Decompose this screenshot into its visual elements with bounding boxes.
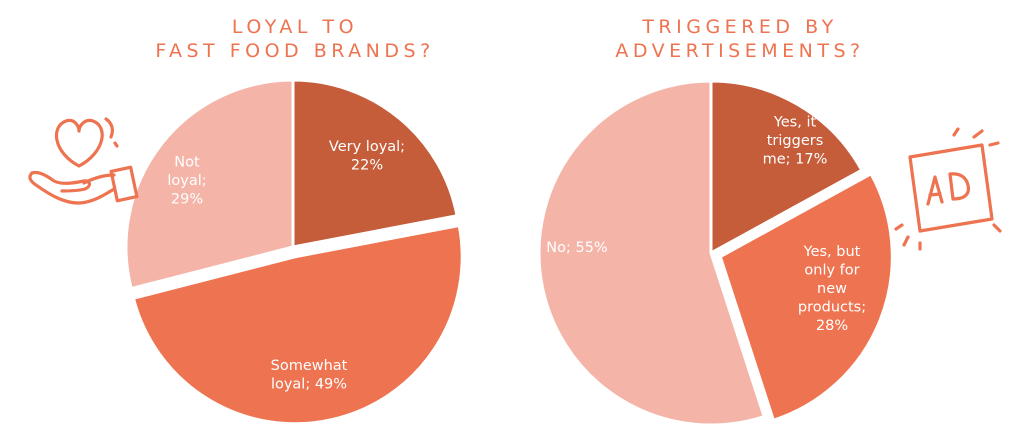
chart-title-loyal: LOYAL TO FAST FOOD BRANDS? — [120, 15, 470, 63]
pie-slice — [131, 223, 464, 426]
slice-label: Yes, but only for new products; 28% — [798, 244, 866, 334]
slice-label-line: 22% — [351, 157, 383, 173]
slice-label: Not loyal; 29% — [167, 155, 206, 208]
slice-label-line: only for — [804, 263, 859, 279]
pie-slice — [709, 79, 864, 256]
chart-title-triggered: TRIGGERED BY ADVERTISEMENTS? — [560, 15, 920, 63]
pie-slice — [291, 78, 459, 249]
ad-screen-icon — [894, 127, 1002, 251]
pie-slice — [537, 79, 767, 427]
title-line: TRIGGERED BY — [642, 16, 838, 38]
slice-label: Yes, it triggers me; 17% — [763, 115, 828, 168]
slice-label-line: loyal; — [167, 173, 206, 189]
pie-slice — [124, 78, 295, 291]
pie-chart-loyalty: Very loyal; 22% Somewhat loyal; 49% Not loyal… — [124, 78, 464, 426]
slice-label-line: new — [817, 281, 847, 297]
slice-label-line: Very loyal; — [329, 139, 405, 155]
pie-slice — [718, 171, 894, 423]
title-line: ADVERTISEMENTS? — [615, 40, 865, 62]
heart-in-hand-icon — [28, 117, 139, 205]
slice-label: Somewhat loyal; 49% — [271, 358, 348, 393]
slice-label-line: No; 55% — [546, 240, 607, 256]
slice-label: Very loyal; 22% — [329, 139, 405, 174]
slice-label-line: Yes, but — [803, 244, 861, 260]
slice-label-line: products; — [798, 300, 866, 316]
title-line: LOYAL TO — [231, 16, 359, 38]
slice-label-line: 29% — [171, 192, 203, 208]
title-line: FAST FOOD BRANDS? — [155, 40, 435, 62]
slice-label: No; 55% — [546, 240, 607, 256]
slice-label-line: 28% — [816, 318, 848, 334]
slice-label-line: triggers — [767, 133, 824, 149]
slice-label-line: me; 17% — [763, 152, 828, 168]
pie-chart-advertisements: Yes, it triggers me; 17% Yes, but only for ne… — [537, 79, 894, 427]
slice-label-line: Somewhat — [271, 358, 348, 374]
slice-label-line: loyal; 49% — [271, 376, 347, 392]
slice-label-line: Yes, it — [773, 115, 817, 131]
slice-label-line: Not — [174, 155, 200, 171]
